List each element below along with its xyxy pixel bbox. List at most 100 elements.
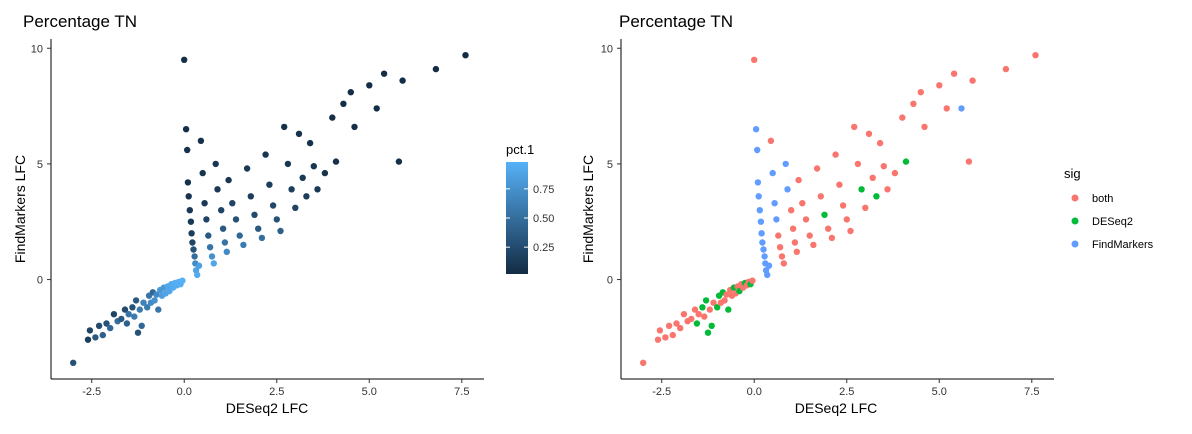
legend-label-findmarkers: FindMarkers [1092,239,1154,251]
data-point [229,200,236,207]
data-point [190,246,197,253]
data-point [695,311,702,318]
y-axis-title-left: FindMarkers LFC [12,155,28,263]
data-point [110,311,118,318]
data-point [806,232,813,239]
x-axis-title-right: DESeq2 LFC [795,400,877,416]
data-point [295,130,303,137]
x-tick-label: -2.5 [82,386,101,398]
data-point [201,200,208,207]
data-point [784,186,791,193]
data-point [366,82,373,89]
data-point [799,200,806,207]
data-point [765,262,773,269]
data-point [225,176,232,184]
data-point [821,211,828,218]
data-point [277,227,284,235]
data-point [188,230,195,237]
data-point [321,169,329,177]
data-point [958,105,965,112]
x-tick-label: -2.5 [652,386,671,398]
data-point [199,169,206,177]
data-point [862,204,869,211]
data-point [761,253,768,260]
data-point [813,165,821,172]
data-point [134,329,142,336]
data-point [854,160,862,168]
data-point [310,163,317,170]
data-point [123,320,131,327]
data-point [203,216,210,223]
sig-legend: sig both DESeq2 FindMarkers [1064,166,1154,251]
data-point [876,139,884,147]
data-point [756,207,763,214]
data-point [780,260,787,267]
data-point [269,202,277,209]
data-point [810,241,817,249]
data-point [708,322,715,329]
data-point [710,299,717,306]
data-point [129,304,136,311]
data-point [680,311,688,318]
colorbar-legend: pct.1 0.25 0.50 0.75 [506,142,554,274]
data-point [262,151,269,158]
data-point [138,322,145,329]
data-point [654,336,662,343]
x-tick-label: 7.5 [1024,386,1039,398]
data-point [832,151,839,158]
data-point [243,165,251,172]
points-right [640,52,1039,366]
data-point [184,179,192,186]
left-panel: Percentage TN -2.5 0.0 2.5 5.0 7.5 0 5 10 DESeq… [12,12,554,416]
data-point [917,89,924,96]
legend-label-deseq2: DESeq2 [1092,216,1133,228]
data-point [221,239,229,246]
chart-title-left: Percentage TN [23,12,137,31]
data-point [1032,52,1039,59]
data-point [965,158,973,165]
legend-key-deseq2 [1071,217,1079,225]
data-point [86,327,94,334]
points-left [70,52,469,366]
data-point [943,105,950,112]
x-tick-label: 7.5 [454,386,469,398]
data-point [303,193,310,200]
data-point [118,315,125,323]
data-point [251,211,258,218]
data-point [347,89,354,96]
data-point [891,169,899,177]
data-point [184,146,191,154]
data-point [273,216,280,223]
data-point [153,291,160,298]
data-point [99,331,107,339]
data-point [688,315,695,323]
data-point [764,271,771,279]
data-point [691,306,699,313]
data-point [754,179,762,186]
data-point [206,244,214,251]
data-point [828,234,836,242]
data-point [266,181,273,188]
x-axis-title-left: DESeq2 LFC [226,400,308,416]
data-point [873,193,880,200]
data-point [714,304,721,311]
legend-key-findmarkers [1071,240,1079,248]
colorbar-gradient [506,162,528,274]
data-point [752,126,760,133]
data-point [869,174,876,181]
x-tick-label: 5.0 [362,386,377,398]
data-point [755,193,762,200]
legend-label-both: both [1092,193,1113,205]
y-tick-label: 5 [37,159,43,171]
data-point [721,297,728,304]
data-point [757,218,765,225]
data-point [699,304,706,311]
data-point [865,130,873,137]
data-point [131,313,138,320]
data-point [702,297,710,304]
data-point [205,232,212,239]
data-point [706,306,713,313]
x-tick-label: 5.0 [932,386,947,398]
data-point [677,324,684,332]
x-tick-label: 2.5 [269,386,284,398]
